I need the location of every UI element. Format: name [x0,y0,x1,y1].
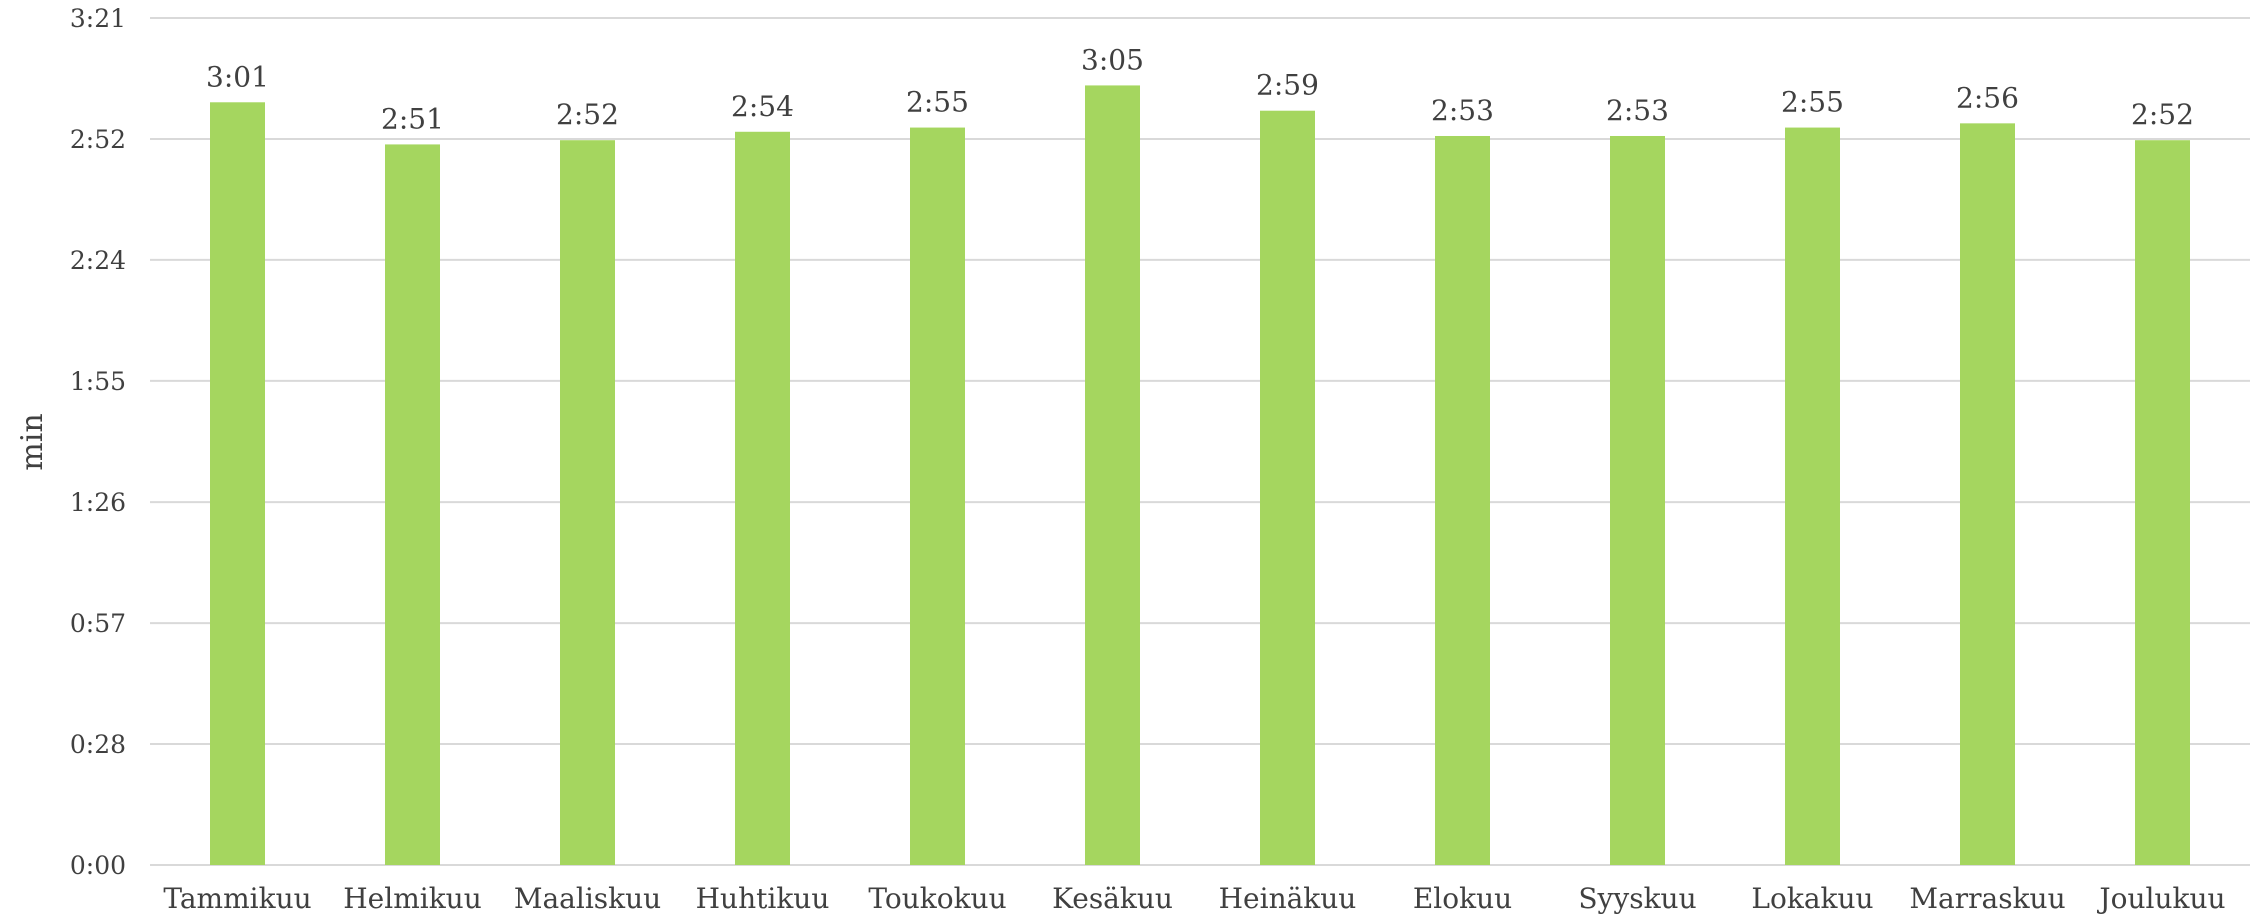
y-tick-label: 1:55 [70,367,126,396]
data-label: 2:52 [556,98,619,131]
bar [910,127,965,865]
data-labels: 3:01 2:51 2:52 2:54 2:55 3:05 2:59 2:53 2:53 2:55… [206,43,2194,135]
x-category-label: Syyskuu [1578,882,1696,915]
x-category-label: Heinäkuu [1219,882,1357,915]
data-label: 2:52 [2131,98,2194,131]
data-label: 2:55 [906,86,969,119]
data-label: 2:54 [731,90,794,123]
x-category-label: Joulukuu [2096,882,2225,915]
x-category-label: Helmikuu [343,882,481,915]
data-label: 2:55 [1781,86,1844,119]
bar [385,144,440,865]
y-tick-label: 0:28 [70,730,126,759]
data-label: 3:05 [1081,43,1144,76]
data-label: 2:59 [1256,69,1319,102]
bar [210,102,265,865]
y-tick-label: 0:00 [70,851,126,880]
x-category-label: Toukokuu [868,882,1006,915]
bar [1610,135,1665,865]
gridlines [150,17,2250,866]
x-category-label: Marraskuu [1909,882,2065,915]
bar [1085,85,1140,866]
x-category-label: Maaliskuu [514,882,661,915]
x-category-label: Elokuu [1413,882,1512,915]
y-tick-label: 0:57 [70,609,126,638]
x-axis-category-labels: Tammikuu Helmikuu Maaliskuu Huhtikuu Toukoku… [163,882,2225,915]
bar [560,140,615,865]
bar [1785,127,1840,865]
bar [2135,140,2190,865]
x-category-label: Tammikuu [163,882,311,915]
y-tick-label: 2:52 [70,125,126,154]
bar [1435,135,1490,865]
bar [1260,110,1315,865]
bar [735,131,790,865]
data-label: 2:51 [381,102,444,135]
y-tick-label: 3:21 [70,4,126,33]
data-label: 2:53 [1431,94,1494,127]
x-category-label: Huhtikuu [696,882,830,915]
x-category-label: Kesäkuu [1052,882,1173,915]
y-axis-title: min [15,413,50,470]
data-label: 3:01 [206,60,269,93]
bars [210,85,2190,866]
x-category-label: Lokakuu [1751,882,1873,915]
data-label: 2:53 [1606,94,1669,127]
y-tick-label: 1:26 [70,488,126,517]
y-tick-label: 2:24 [70,246,126,275]
bar [1960,123,2015,865]
y-axis-tick-labels: 0:00 0:28 0:57 1:26 1:55 2:24 2:52 3:21 [70,4,126,880]
data-label: 2:56 [1956,81,2019,114]
